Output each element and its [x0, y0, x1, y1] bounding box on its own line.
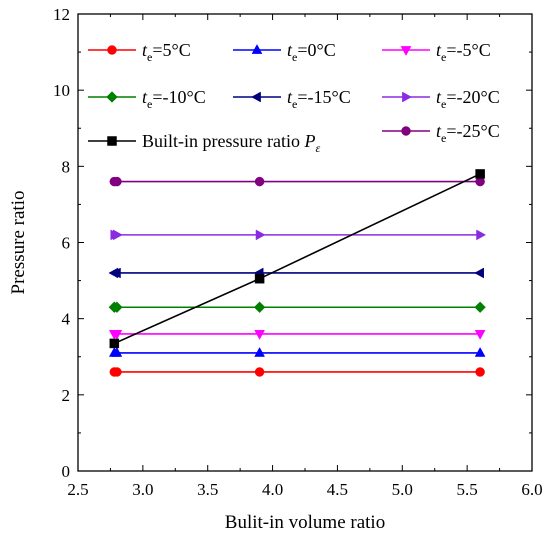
legend-entry: te=-15°C: [233, 87, 351, 111]
data-point: [111, 301, 123, 313]
data-point: [112, 176, 122, 187]
x-tick-label: 4.0: [262, 480, 283, 499]
legend-entry: te=5°C: [88, 40, 191, 64]
legend-entry: te=-10°C: [88, 87, 206, 111]
data-point: [476, 229, 487, 241]
series-3: [108, 330, 486, 340]
x-tick-label: 4.5: [327, 480, 348, 499]
data-point: [254, 176, 265, 187]
legend-entry: te=-25°C: [382, 121, 500, 145]
x-tick-label: 5.5: [457, 480, 478, 499]
series-2: [108, 347, 486, 357]
series-5: [108, 267, 484, 279]
data-point: [111, 330, 123, 340]
data-point: [254, 347, 265, 357]
x-axis-title: Bulit-in volume ratio: [225, 512, 385, 533]
y-axis-title: Pressure ratio: [8, 191, 29, 295]
data-point: [112, 367, 122, 377]
series-1: [109, 367, 485, 377]
legend-entry: Built-in pressure ratio Pε: [88, 131, 320, 155]
x-tick-label: 2.5: [67, 480, 88, 499]
x-axis: 2.5 3.0 3.5 4.0 4.5 5.0 5.5 6.0: [67, 14, 543, 499]
data-point: [251, 44, 263, 54]
legend: te=5°C te=0°C te=-5°C te=-10°C te=-15°C te=-2…: [88, 40, 500, 155]
y-tick-label: 2: [62, 386, 71, 405]
series-6: [110, 229, 487, 241]
y-tick-label: 0: [62, 462, 71, 481]
data-point: [107, 136, 117, 146]
y-axis: 0 2 4 6 8 10 12: [53, 5, 532, 481]
data-point: [110, 267, 121, 279]
data-point: [400, 46, 412, 56]
legend-entry: te=-5°C: [382, 40, 491, 64]
x-tick-label: 6.0: [521, 480, 542, 499]
data-point: [474, 330, 486, 340]
data-point: [401, 126, 411, 136]
y-tick-label: 8: [62, 157, 71, 176]
legend-label: te=-25°C: [436, 121, 500, 145]
y-tick-label: 4: [62, 310, 71, 329]
y-tick-label: 6: [62, 234, 71, 253]
data-point: [111, 347, 123, 357]
legend-label: te=5°C: [142, 40, 191, 64]
data-point: [106, 91, 118, 103]
x-tick-label: 5.0: [392, 480, 413, 499]
series-8: [109, 169, 485, 349]
legend-entry: te=0°C: [233, 40, 336, 64]
data-point: [254, 330, 265, 340]
legend-label: te=-10°C: [142, 87, 206, 111]
y-tick-label: 12: [53, 5, 70, 24]
data-point: [113, 229, 123, 241]
x-tick-label: 3.0: [132, 480, 153, 499]
series-line: [113, 173, 481, 345]
data-point: [251, 91, 261, 103]
data-point: [474, 301, 486, 313]
plot-frame: [77, 13, 533, 472]
data-point: [474, 267, 484, 279]
legend-label: te=-15°C: [287, 87, 351, 111]
series-layer: [108, 169, 487, 377]
legend-label: Built-in pressure ratio Pε: [142, 131, 320, 155]
data-point: [109, 338, 120, 349]
series-4: [108, 301, 486, 313]
y-tick-label: 10: [53, 81, 70, 100]
data-point: [402, 91, 412, 103]
legend-label: te=-5°C: [436, 40, 491, 64]
data-point: [475, 367, 485, 377]
data-point: [474, 347, 486, 357]
data-point: [253, 301, 266, 313]
legend-entry: te=-20°C: [382, 87, 500, 111]
data-point: [255, 229, 266, 241]
legend-label: te=0°C: [287, 40, 336, 64]
legend-label: te=-20°C: [436, 87, 500, 111]
x-tick-label: 3.5: [197, 480, 218, 499]
data-point: [254, 273, 265, 284]
data-point: [475, 169, 485, 179]
data-point: [254, 367, 265, 377]
data-point: [107, 45, 117, 55]
series-7: [109, 176, 485, 187]
